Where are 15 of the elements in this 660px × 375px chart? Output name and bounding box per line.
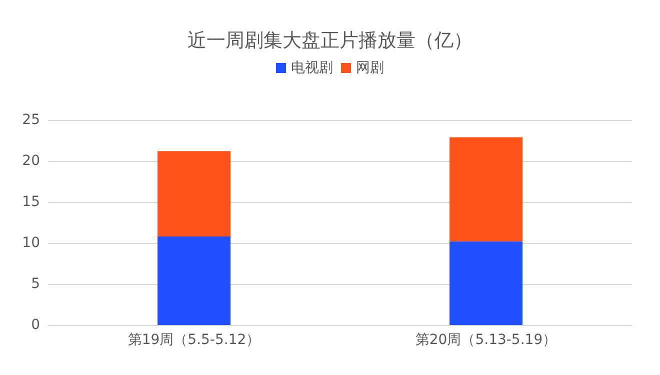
- y-tick-label: 10: [22, 235, 40, 251]
- bar: [450, 241, 522, 325]
- y-tick-label: 0: [31, 317, 40, 333]
- legend-label: 网剧: [356, 60, 384, 76]
- y-tick-label: 5: [31, 276, 40, 292]
- y-tick-label: 20: [22, 153, 40, 169]
- x-tick-label: 第20周（5.13-5.19）: [415, 332, 557, 348]
- chart-title: 近一周剧集大盘正片播放量（亿）: [188, 30, 472, 52]
- legend-label: 电视剧: [291, 60, 333, 76]
- bar: [450, 137, 522, 242]
- y-tick-label: 25: [22, 112, 40, 128]
- bar: [158, 151, 230, 236]
- bar: [158, 236, 230, 325]
- x-tick-label: 第19周（5.5-5.12）: [128, 332, 260, 348]
- y-tick-label: 15: [22, 194, 40, 210]
